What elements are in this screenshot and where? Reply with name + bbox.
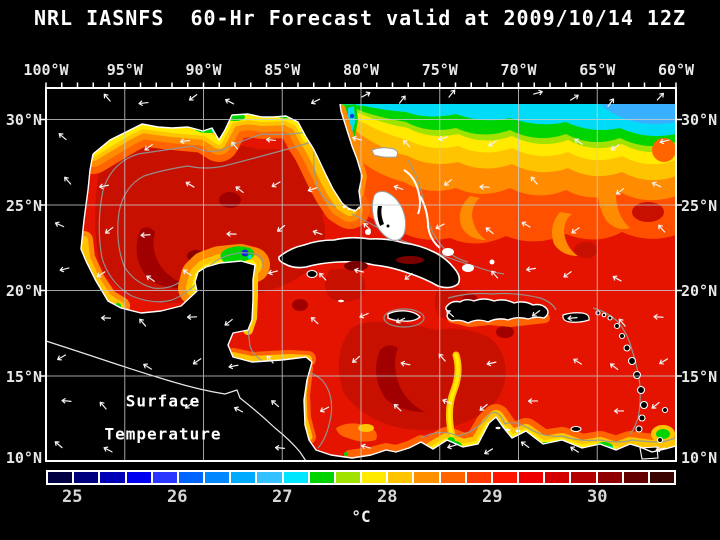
colorbar-cell: [388, 472, 413, 483]
lon-label-90w: 90°W: [185, 61, 222, 79]
map-frame: [45, 87, 677, 462]
colorbar-cell: [571, 472, 596, 483]
lon-label-75w: 75°W: [421, 61, 458, 79]
colorbar-cell: [205, 472, 230, 483]
colorbar-unit: °C: [351, 507, 371, 526]
overlay-label-surface: Surface: [125, 391, 201, 411]
lon-label-65w: 65°W: [579, 61, 616, 79]
lat-label-left-20n: 20°N: [5, 282, 42, 300]
island-cuba: [278, 236, 461, 289]
lon-label-80w: 80°W: [342, 61, 380, 79]
lon-label-85w: 85°W: [264, 61, 301, 79]
colorbar-cell: [48, 472, 73, 483]
lat-label-left-10n: 10°N: [5, 449, 42, 467]
colorbar-cell: [231, 472, 256, 483]
colorbar-cell: [283, 472, 308, 483]
lat-label-right-30n: 30°N: [681, 111, 718, 129]
colorbar-cell: [519, 472, 544, 483]
lat-label-right-15n: 15°N: [681, 368, 718, 386]
lon-label-95w: 95°W: [106, 61, 143, 79]
colorbar-cell: [74, 472, 99, 483]
colorbar-tick-26: 26: [167, 487, 188, 507]
lon-label-70w: 70°W: [500, 61, 537, 79]
colorbar-cell: [126, 472, 151, 483]
lat-label-left-25n: 25°N: [5, 197, 42, 215]
colorbar-cell: [152, 472, 177, 483]
islands: [278, 147, 669, 460]
islands-bahamas: [365, 147, 495, 272]
figure-title: NRL IASNFS 60-Hr Forecast valid at 2009/…: [33, 6, 687, 30]
colorbar-cell: [492, 472, 518, 483]
lat-label-right-25n: 25°N: [681, 197, 718, 215]
colorbar-tick-25: 25: [62, 487, 83, 507]
island-hispaniola: [445, 298, 549, 324]
lat-label-left-15n: 15°N: [5, 368, 42, 386]
coastlines: [45, 103, 677, 462]
colorbar-tick-30: 30: [587, 487, 608, 507]
overlay-label-temperature: Temperature: [104, 424, 222, 444]
colorbar-cell: [440, 472, 465, 483]
lat-label-left-30n: 30°N: [5, 111, 42, 129]
lon-label-60w: 60°W: [657, 61, 695, 79]
colorbar-cell: [545, 472, 570, 483]
wind-arrows: [54, 89, 670, 455]
colorbar-cell: [414, 472, 439, 483]
lat-label-right-20n: 20°N: [681, 282, 718, 300]
colorbar-cell: [466, 472, 491, 483]
lat-label-right-10n: 10°N: [681, 449, 718, 467]
colorbar-cell: [100, 472, 125, 483]
colorbar-cell: [335, 472, 361, 483]
colorbar-tick-29: 29: [482, 487, 503, 507]
colorbar: [46, 470, 676, 485]
colorbar-tick-27: 27: [272, 487, 293, 507]
colorbar-cell: [178, 472, 204, 483]
colorbar-tick-28: 28: [377, 487, 398, 507]
colorbar-cell: [623, 472, 648, 483]
lon-label-100w: 100°W: [23, 61, 69, 79]
grid-lines: [46, 88, 676, 461]
colorbar-cell: [309, 472, 334, 483]
colorbar-cell: [649, 472, 675, 483]
colorbar-cell: [362, 472, 387, 483]
colorbar-cell: [257, 472, 282, 483]
colorbar-cell: [597, 472, 622, 483]
islands-lesser-antilles: [570, 310, 669, 460]
